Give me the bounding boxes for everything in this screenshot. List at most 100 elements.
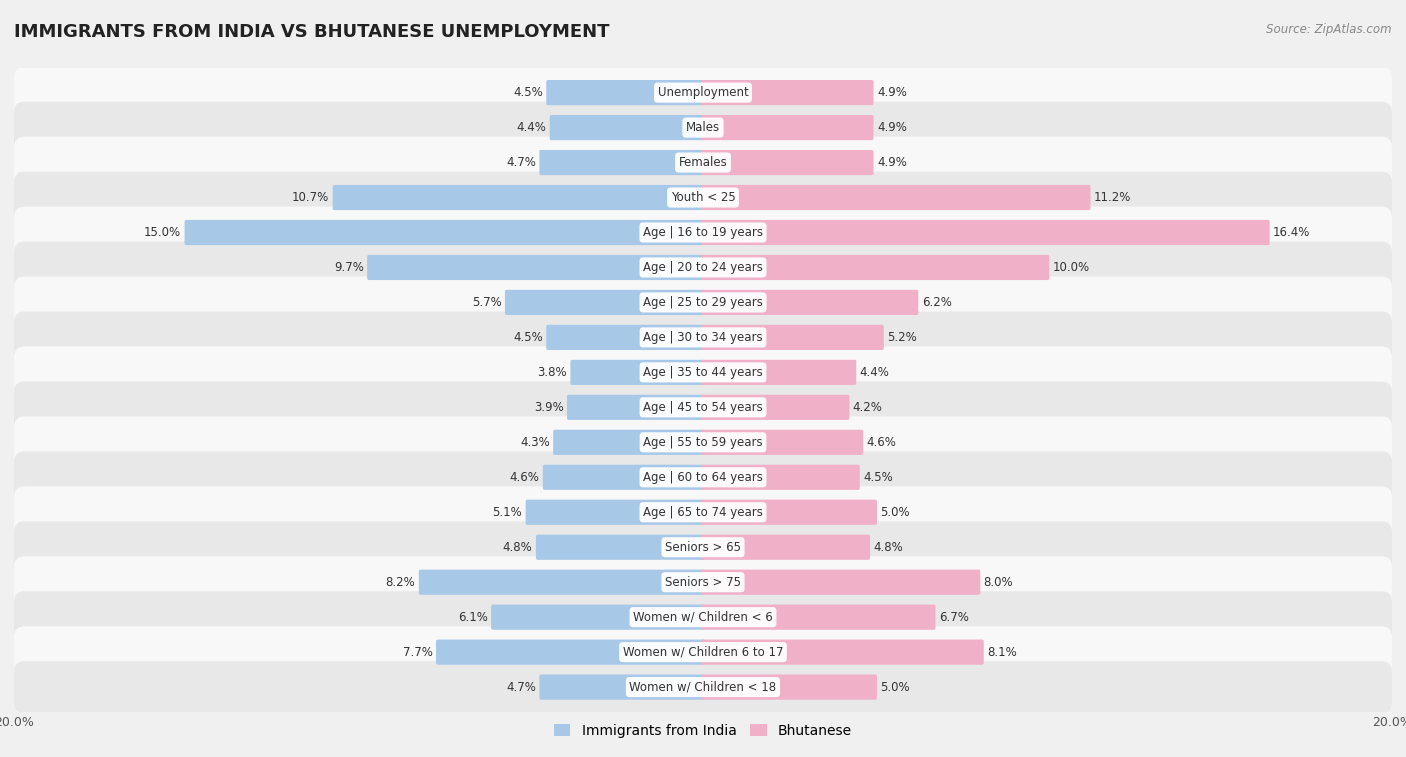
FancyBboxPatch shape <box>14 591 1392 643</box>
FancyBboxPatch shape <box>540 674 704 699</box>
Text: 3.8%: 3.8% <box>537 366 567 378</box>
FancyBboxPatch shape <box>543 465 704 490</box>
FancyBboxPatch shape <box>14 487 1392 538</box>
FancyBboxPatch shape <box>14 451 1392 503</box>
Text: 4.6%: 4.6% <box>866 436 897 449</box>
FancyBboxPatch shape <box>14 416 1392 468</box>
FancyBboxPatch shape <box>536 534 704 560</box>
Text: 4.9%: 4.9% <box>877 121 907 134</box>
Text: 9.7%: 9.7% <box>333 261 364 274</box>
Text: Age | 35 to 44 years: Age | 35 to 44 years <box>643 366 763 378</box>
Text: 6.7%: 6.7% <box>939 611 969 624</box>
Text: 10.7%: 10.7% <box>292 191 329 204</box>
FancyBboxPatch shape <box>702 605 935 630</box>
Text: 6.2%: 6.2% <box>922 296 952 309</box>
FancyBboxPatch shape <box>702 500 877 525</box>
Text: 6.1%: 6.1% <box>458 611 488 624</box>
Text: 4.7%: 4.7% <box>506 681 536 693</box>
Text: 4.4%: 4.4% <box>516 121 547 134</box>
FancyBboxPatch shape <box>571 360 704 385</box>
FancyBboxPatch shape <box>702 80 873 105</box>
FancyBboxPatch shape <box>702 674 877 699</box>
Text: IMMIGRANTS FROM INDIA VS BHUTANESE UNEMPLOYMENT: IMMIGRANTS FROM INDIA VS BHUTANESE UNEMP… <box>14 23 610 41</box>
Text: 5.7%: 5.7% <box>472 296 502 309</box>
FancyBboxPatch shape <box>419 569 704 595</box>
FancyBboxPatch shape <box>547 80 704 105</box>
FancyBboxPatch shape <box>540 150 704 175</box>
Text: Age | 65 to 74 years: Age | 65 to 74 years <box>643 506 763 519</box>
Text: 4.5%: 4.5% <box>513 331 543 344</box>
FancyBboxPatch shape <box>702 290 918 315</box>
Text: Youth < 25: Youth < 25 <box>671 191 735 204</box>
Text: 4.2%: 4.2% <box>853 401 883 414</box>
Text: 8.1%: 8.1% <box>987 646 1017 659</box>
Text: Age | 30 to 34 years: Age | 30 to 34 years <box>643 331 763 344</box>
Text: 5.0%: 5.0% <box>880 681 910 693</box>
Text: 4.6%: 4.6% <box>509 471 540 484</box>
FancyBboxPatch shape <box>702 360 856 385</box>
Text: Women w/ Children < 6: Women w/ Children < 6 <box>633 611 773 624</box>
Text: 7.7%: 7.7% <box>402 646 433 659</box>
FancyBboxPatch shape <box>702 430 863 455</box>
FancyBboxPatch shape <box>702 640 984 665</box>
Text: Age | 20 to 24 years: Age | 20 to 24 years <box>643 261 763 274</box>
Text: 4.7%: 4.7% <box>506 156 536 169</box>
FancyBboxPatch shape <box>14 312 1392 363</box>
Text: 4.3%: 4.3% <box>520 436 550 449</box>
Text: Age | 45 to 54 years: Age | 45 to 54 years <box>643 401 763 414</box>
FancyBboxPatch shape <box>702 534 870 560</box>
FancyBboxPatch shape <box>184 220 704 245</box>
FancyBboxPatch shape <box>567 394 704 420</box>
FancyBboxPatch shape <box>547 325 704 350</box>
Text: 4.5%: 4.5% <box>513 86 543 99</box>
FancyBboxPatch shape <box>702 185 1091 210</box>
Text: 4.8%: 4.8% <box>503 540 533 553</box>
FancyBboxPatch shape <box>14 522 1392 573</box>
FancyBboxPatch shape <box>14 101 1392 154</box>
Text: 4.4%: 4.4% <box>859 366 890 378</box>
Text: 4.8%: 4.8% <box>873 540 903 553</box>
FancyBboxPatch shape <box>14 661 1392 713</box>
Text: 5.0%: 5.0% <box>880 506 910 519</box>
Text: 5.2%: 5.2% <box>887 331 917 344</box>
FancyBboxPatch shape <box>550 115 704 140</box>
Text: 8.0%: 8.0% <box>984 575 1014 589</box>
FancyBboxPatch shape <box>702 569 980 595</box>
FancyBboxPatch shape <box>367 255 704 280</box>
FancyBboxPatch shape <box>702 325 884 350</box>
FancyBboxPatch shape <box>702 115 873 140</box>
Text: Females: Females <box>679 156 727 169</box>
Text: Age | 55 to 59 years: Age | 55 to 59 years <box>643 436 763 449</box>
FancyBboxPatch shape <box>14 347 1392 398</box>
FancyBboxPatch shape <box>702 394 849 420</box>
Text: 8.2%: 8.2% <box>385 575 415 589</box>
Text: Source: ZipAtlas.com: Source: ZipAtlas.com <box>1267 23 1392 36</box>
FancyBboxPatch shape <box>505 290 704 315</box>
Text: 5.1%: 5.1% <box>492 506 522 519</box>
Text: 11.2%: 11.2% <box>1094 191 1132 204</box>
FancyBboxPatch shape <box>14 556 1392 608</box>
FancyBboxPatch shape <box>702 220 1270 245</box>
Text: 4.9%: 4.9% <box>877 156 907 169</box>
Text: 15.0%: 15.0% <box>143 226 181 239</box>
FancyBboxPatch shape <box>14 172 1392 223</box>
Text: Seniors > 65: Seniors > 65 <box>665 540 741 553</box>
FancyBboxPatch shape <box>702 150 873 175</box>
FancyBboxPatch shape <box>526 500 704 525</box>
FancyBboxPatch shape <box>491 605 704 630</box>
FancyBboxPatch shape <box>14 67 1392 119</box>
Legend: Immigrants from India, Bhutanese: Immigrants from India, Bhutanese <box>548 718 858 743</box>
FancyBboxPatch shape <box>14 382 1392 433</box>
FancyBboxPatch shape <box>553 430 704 455</box>
Text: 4.9%: 4.9% <box>877 86 907 99</box>
Text: 4.5%: 4.5% <box>863 471 893 484</box>
FancyBboxPatch shape <box>436 640 704 665</box>
Text: Seniors > 75: Seniors > 75 <box>665 575 741 589</box>
FancyBboxPatch shape <box>702 255 1049 280</box>
Text: Age | 60 to 64 years: Age | 60 to 64 years <box>643 471 763 484</box>
FancyBboxPatch shape <box>14 207 1392 258</box>
Text: 16.4%: 16.4% <box>1272 226 1310 239</box>
FancyBboxPatch shape <box>333 185 704 210</box>
Text: Males: Males <box>686 121 720 134</box>
Text: 10.0%: 10.0% <box>1053 261 1090 274</box>
